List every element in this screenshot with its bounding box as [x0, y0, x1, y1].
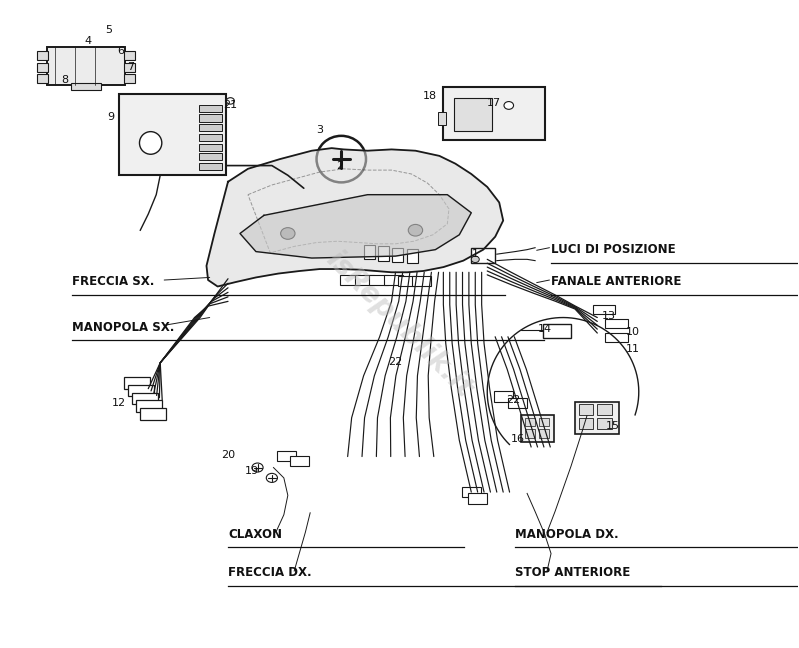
Text: 22: 22: [506, 395, 520, 405]
Bar: [198, 124, 222, 132]
Bar: [198, 163, 222, 170]
Bar: [378, 246, 389, 260]
Bar: [355, 275, 374, 285]
Bar: [38, 63, 48, 72]
Text: 4: 4: [85, 36, 92, 46]
Bar: [575, 402, 619, 434]
Text: 13: 13: [602, 311, 615, 321]
Bar: [398, 275, 417, 286]
Bar: [525, 418, 535, 426]
Text: 19: 19: [244, 467, 259, 476]
Ellipse shape: [252, 463, 263, 472]
Bar: [598, 404, 612, 415]
Bar: [198, 154, 222, 161]
Text: 1: 1: [471, 249, 479, 259]
Text: 2: 2: [336, 161, 344, 170]
Ellipse shape: [280, 227, 295, 239]
Text: 3: 3: [316, 125, 324, 135]
Bar: [606, 319, 628, 328]
Bar: [392, 248, 403, 262]
Text: STOP ANTERIORE: STOP ANTERIORE: [515, 566, 630, 579]
Text: 18: 18: [423, 91, 437, 101]
Bar: [525, 430, 535, 438]
Text: 5: 5: [105, 25, 112, 35]
Bar: [38, 74, 48, 83]
Text: 14: 14: [538, 324, 552, 334]
Text: 22: 22: [388, 356, 403, 367]
Bar: [125, 74, 135, 83]
Bar: [462, 487, 481, 497]
Bar: [369, 275, 388, 285]
Text: 17: 17: [487, 98, 501, 108]
Bar: [129, 385, 154, 397]
Polygon shape: [240, 194, 471, 258]
Bar: [364, 245, 375, 259]
Bar: [125, 377, 150, 389]
Bar: [438, 112, 446, 125]
Bar: [198, 105, 222, 112]
Bar: [508, 398, 527, 408]
Bar: [125, 51, 135, 60]
Ellipse shape: [140, 132, 162, 154]
Bar: [539, 430, 550, 438]
Bar: [443, 87, 546, 140]
Text: isRepublik.it: isRepublik.it: [320, 245, 479, 403]
Text: MANOPOLA SX.: MANOPOLA SX.: [73, 321, 175, 334]
Text: FANALE ANTERIORE: FANALE ANTERIORE: [551, 275, 682, 288]
Text: 12: 12: [112, 398, 125, 408]
Ellipse shape: [408, 224, 423, 236]
Bar: [606, 333, 628, 342]
Bar: [468, 493, 487, 503]
Bar: [125, 63, 135, 72]
Text: 9: 9: [107, 112, 114, 122]
Text: MANOPOLA DX.: MANOPOLA DX.: [515, 527, 618, 540]
Ellipse shape: [471, 256, 479, 262]
Ellipse shape: [226, 98, 234, 104]
Text: 8: 8: [61, 75, 68, 85]
Bar: [579, 404, 594, 415]
Text: 15: 15: [606, 421, 620, 431]
Bar: [276, 451, 296, 461]
Polygon shape: [206, 148, 503, 286]
Bar: [539, 418, 550, 426]
Bar: [579, 419, 594, 429]
Bar: [412, 276, 431, 286]
Bar: [71, 84, 101, 90]
Bar: [384, 275, 403, 285]
Ellipse shape: [316, 136, 366, 182]
Bar: [198, 134, 222, 141]
Ellipse shape: [266, 474, 277, 482]
Text: 11: 11: [626, 343, 639, 354]
Text: 21: 21: [224, 100, 237, 110]
Bar: [38, 51, 48, 60]
Bar: [471, 248, 495, 262]
Bar: [593, 305, 615, 314]
Text: 16: 16: [511, 434, 525, 444]
Ellipse shape: [504, 102, 514, 110]
Bar: [494, 391, 513, 402]
Bar: [137, 400, 162, 412]
Bar: [198, 144, 222, 151]
Bar: [141, 408, 166, 420]
Text: FRECCIA SX.: FRECCIA SX.: [73, 275, 155, 288]
Bar: [119, 95, 226, 175]
Text: CLAXON: CLAXON: [228, 527, 282, 540]
Bar: [198, 115, 222, 122]
Bar: [407, 249, 418, 263]
Bar: [521, 415, 555, 442]
Text: LUCI DI POSIZIONE: LUCI DI POSIZIONE: [551, 243, 676, 256]
Text: 6: 6: [117, 46, 124, 56]
Bar: [340, 275, 360, 285]
Bar: [454, 98, 492, 132]
Bar: [543, 324, 571, 338]
Bar: [290, 456, 309, 467]
Text: FRECCIA DX.: FRECCIA DX.: [228, 566, 312, 579]
Bar: [598, 419, 612, 429]
Text: 10: 10: [626, 327, 639, 337]
Bar: [133, 393, 158, 404]
Text: 20: 20: [221, 450, 235, 459]
Bar: [47, 47, 125, 85]
Text: 7: 7: [127, 62, 134, 73]
